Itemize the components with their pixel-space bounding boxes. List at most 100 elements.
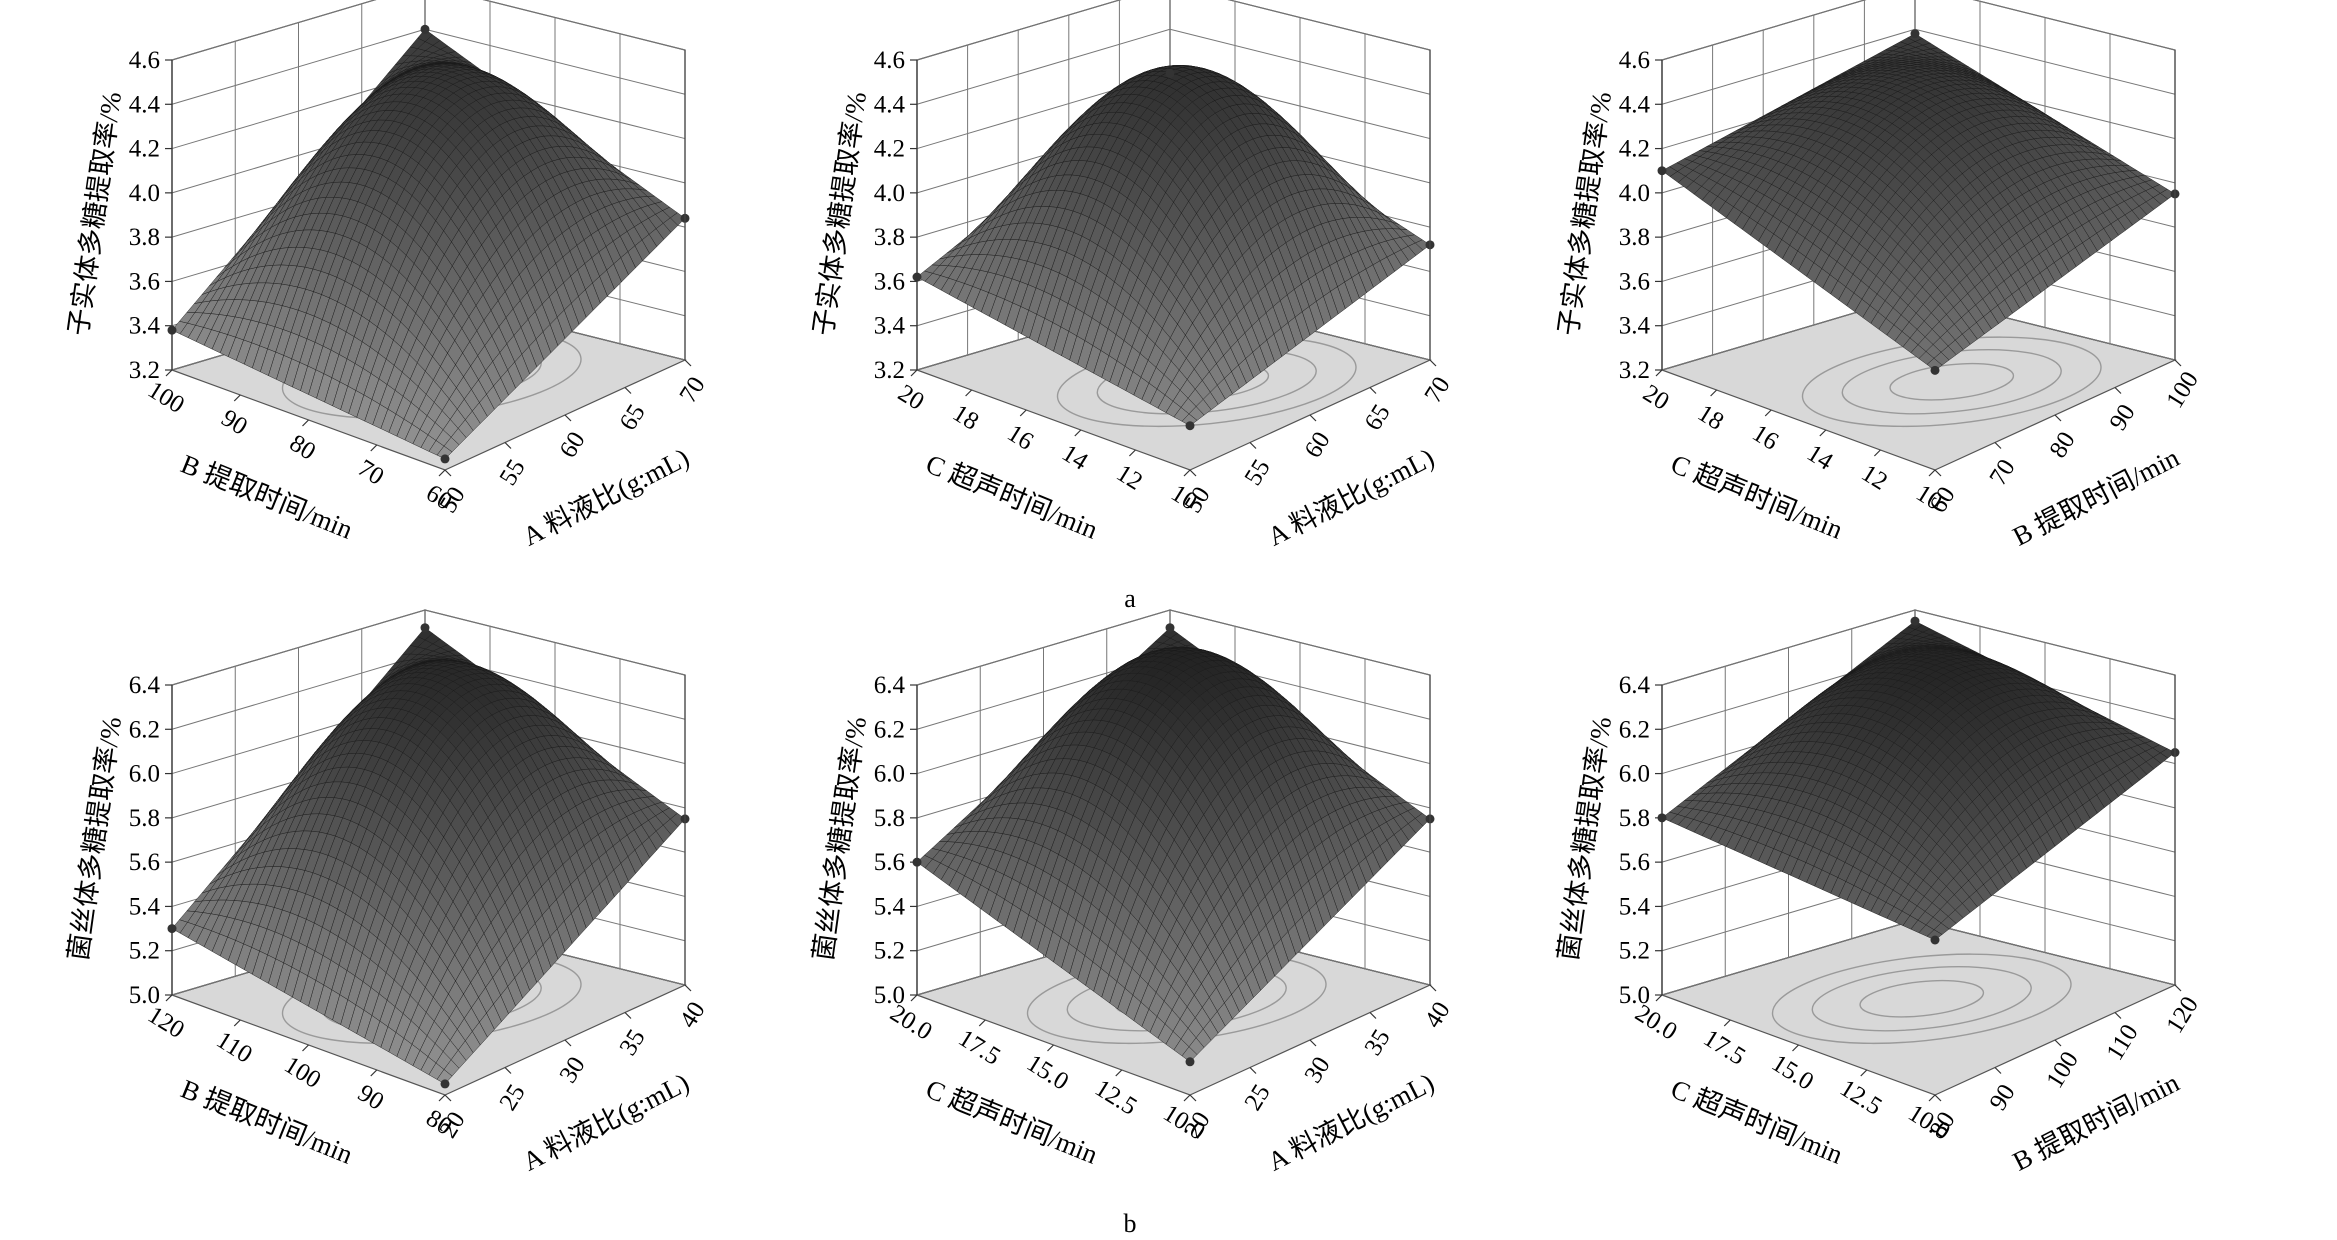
x-tick	[1183, 469, 1191, 477]
x-tick-label: 12	[1857, 460, 1893, 496]
z-tick-label: 6.2	[129, 716, 160, 743]
design-point	[440, 454, 450, 464]
x-tick	[370, 1069, 378, 1077]
z-tick-label: 4.6	[129, 47, 160, 74]
x-tick	[165, 994, 173, 1002]
x-tick	[1655, 369, 1663, 377]
x-tick	[910, 369, 918, 377]
z-tick-label: 3.6	[1619, 268, 1650, 295]
z-tick-label: 4.2	[874, 136, 905, 163]
z-tick-label: 4.0	[1619, 180, 1650, 207]
design-point	[1910, 29, 1920, 39]
z-tick-label: 3.4	[1619, 313, 1651, 340]
x-tick-label: 80	[285, 430, 321, 466]
y-tick	[1249, 442, 1257, 449]
y-tick	[2174, 359, 2182, 367]
x-tick	[1128, 449, 1136, 457]
z-tick-label: 4.4	[874, 91, 906, 118]
z-tick-label: 3.2	[129, 357, 160, 384]
y-tick	[1994, 442, 2002, 449]
x-tick-label: 20	[893, 380, 929, 416]
z-tick-label: 5.8	[129, 805, 160, 832]
surface-mesh	[916, 65, 1431, 426]
x-tick	[965, 389, 973, 397]
surface-plot-5: 5.05.25.45.65.86.06.26.420.017.515.012.5…	[808, 609, 1456, 1177]
x-tick	[302, 419, 309, 427]
z-tick-label: 3.8	[874, 224, 905, 251]
y-tick	[564, 414, 572, 422]
gridline-z	[1661, 0, 1867, 61]
y-tick-label: 35	[615, 1025, 651, 1061]
x-tick-label: 12	[1112, 460, 1148, 496]
y-axis-title: B 提取时间/min	[2008, 442, 2184, 552]
y-tick-label: 55	[495, 455, 531, 491]
x-tick-label: 110	[212, 1026, 257, 1068]
x-tick	[1019, 409, 1027, 417]
y-tick-label: 80	[2045, 427, 2081, 463]
x-tick	[1710, 389, 1718, 397]
z-tick-label: 3.4	[874, 313, 906, 340]
y-tick	[2114, 387, 2122, 394]
x-tick-label: 90	[353, 1080, 389, 1116]
y-tick	[1934, 469, 1942, 477]
z-tick-label: 3.8	[129, 224, 160, 251]
y-axis-title: A 料液比(g:mL)	[518, 1067, 694, 1176]
x-tick	[1074, 429, 1082, 437]
z-tick-label: 5.2	[129, 938, 160, 965]
y-tick-label: 60	[1300, 427, 1336, 463]
z-tick-label: 3.8	[1619, 224, 1650, 251]
x-tick	[1764, 409, 1772, 417]
x-tick	[1819, 429, 1827, 437]
x-axis-title: B 提取时间/min	[177, 1074, 358, 1170]
y-axis-title: A 料液比(g:mL)	[1263, 442, 1439, 551]
y-tick	[684, 984, 692, 992]
x-tick	[233, 1019, 241, 1027]
z-axis-title: 菌丝体多糖提取率/%	[63, 715, 127, 963]
x-tick	[233, 394, 241, 402]
gridline-z	[916, 0, 1122, 61]
y-tick-label: 100	[2161, 367, 2204, 413]
z-tick-label: 3.6	[874, 268, 905, 295]
z-tick-label: 3.4	[129, 313, 161, 340]
y-tick	[444, 469, 452, 477]
y-tick	[1189, 469, 1197, 477]
x-tick	[165, 369, 173, 377]
y-tick	[624, 387, 632, 394]
design-point	[1165, 69, 1175, 79]
design-points	[912, 69, 1435, 431]
x-tick	[438, 1094, 446, 1102]
y-tick-label: 65	[615, 400, 651, 436]
y-tick-label: 60	[555, 427, 591, 463]
y-tick-label: 55	[1240, 455, 1276, 491]
z-tick-label: 4.4	[129, 91, 161, 118]
x-tick-label: 20	[1638, 380, 1674, 416]
surface-plot-3: 3.23.43.63.84.04.24.44.62018161412106070…	[1553, 0, 2204, 552]
y-axis-title: A 料液比(g:mL)	[518, 442, 694, 551]
z-tick-label: 4.2	[1619, 136, 1650, 163]
z-tick-label: 5.6	[129, 849, 160, 876]
x-tick-label: 18	[1693, 400, 1729, 436]
y-tick	[444, 1094, 452, 1102]
z-tick-label: 4.6	[1619, 47, 1650, 74]
z-axis-title: 子实体多糖提取率/%	[63, 90, 127, 338]
z-tick-label: 4.0	[129, 180, 160, 207]
y-tick	[1369, 387, 1377, 394]
y-tick	[624, 1012, 632, 1019]
contour-ellipse	[1889, 362, 2015, 401]
z-tick-label: 5.4	[129, 893, 161, 920]
x-tick-label: 16	[1747, 420, 1783, 456]
x-tick-label: 90	[216, 405, 252, 441]
x-tick-label: 14	[1057, 440, 1093, 476]
y-tick-label: 25	[495, 1080, 531, 1116]
z-tick-label: 4.4	[1619, 91, 1651, 118]
surface-plot-4: 5.05.25.45.65.86.06.26.41201101009080202…	[63, 609, 711, 1177]
y-tick-label: 65	[1360, 400, 1396, 436]
gridline-z	[1661, 28, 1916, 105]
y-tick	[1429, 359, 1437, 367]
z-tick-label: 4.2	[129, 136, 160, 163]
x-tick-label: 70	[353, 455, 389, 491]
y-tick-label: 70	[675, 372, 711, 408]
x-tick-label: 100	[279, 1051, 325, 1094]
y-tick-label: 70	[1985, 455, 2021, 491]
